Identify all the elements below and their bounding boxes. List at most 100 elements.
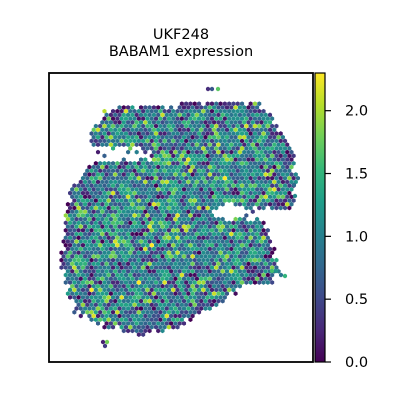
expression-spot — [267, 112, 273, 118]
expression-spot — [216, 142, 221, 148]
expression-spot — [68, 257, 73, 263]
expression-spot — [141, 220, 146, 226]
expression-spot — [65, 261, 70, 267]
expression-spot — [91, 254, 96, 259]
expression-spot — [111, 250, 116, 256]
expression-spot — [164, 276, 169, 282]
expression-spot — [149, 175, 154, 181]
expression-spot — [252, 153, 257, 159]
expression-spot — [274, 138, 279, 144]
expression-spot — [199, 157, 204, 162]
expression-spot — [188, 190, 193, 196]
expression-spot — [263, 268, 268, 274]
expression-spot — [113, 321, 118, 326]
expression-spot — [95, 164, 101, 170]
expression-spot — [215, 86, 221, 92]
expression-spot — [87, 201, 92, 207]
expression-spot — [119, 198, 124, 203]
expression-spot — [108, 268, 113, 274]
expression-spot — [119, 295, 124, 300]
expression-spot — [181, 209, 187, 215]
expression-spot — [160, 246, 165, 252]
expression-spot — [115, 250, 120, 256]
expression-spot — [151, 142, 156, 148]
expression-spot — [117, 105, 122, 110]
expression-spot — [179, 287, 184, 293]
expression-spot — [212, 142, 217, 148]
expression-spot — [194, 105, 199, 110]
expression-spot — [265, 146, 270, 151]
expression-spot — [257, 265, 262, 270]
expression-spot — [224, 254, 230, 259]
expression-spot — [100, 134, 105, 140]
expression-spot — [117, 187, 122, 192]
expression-spot — [246, 224, 251, 229]
expression-spot — [283, 153, 288, 159]
expression-spot — [141, 175, 146, 181]
expression-spot — [237, 179, 242, 185]
expression-spot — [231, 242, 236, 248]
expression-spot — [248, 205, 253, 211]
expression-spot — [85, 302, 90, 308]
expression-spot — [138, 201, 144, 207]
expression-spot — [205, 227, 210, 233]
expression-spot — [188, 123, 193, 129]
expression-spot — [162, 272, 167, 278]
expression-spot — [205, 108, 210, 114]
expression-spot — [128, 168, 133, 174]
expression-spot — [188, 183, 193, 188]
expression-spot — [233, 194, 238, 200]
expression-spot — [104, 254, 109, 259]
expression-spot — [257, 123, 262, 129]
expression-spot — [108, 112, 113, 118]
expression-spot — [224, 119, 230, 125]
expression-spot — [283, 138, 288, 144]
expression-spot — [156, 172, 161, 177]
expression-spot — [76, 190, 81, 196]
expression-spot — [177, 187, 182, 192]
expression-spot — [218, 175, 223, 181]
expression-spot — [100, 246, 105, 252]
expression-spot — [233, 112, 238, 118]
expression-spot — [100, 216, 105, 222]
expression-spot — [203, 119, 208, 125]
expression-spot — [138, 142, 144, 148]
expression-spot — [173, 142, 178, 148]
expression-spot — [111, 146, 116, 151]
expression-spot — [216, 179, 221, 185]
expression-spot — [151, 187, 156, 192]
expression-spot — [192, 242, 197, 248]
expression-spot — [100, 201, 105, 207]
expression-spot — [166, 257, 171, 263]
expression-spot — [244, 190, 249, 196]
expression-spot — [201, 280, 206, 285]
expression-spot — [70, 231, 75, 237]
expression-spot — [85, 250, 90, 256]
expression-spot — [209, 287, 214, 293]
expression-spot — [263, 179, 268, 185]
expression-spot — [143, 134, 148, 140]
expression-spot — [85, 190, 90, 196]
expression-spot — [132, 175, 137, 181]
expression-spot — [212, 194, 217, 200]
expression-spot — [203, 187, 208, 192]
expression-spot — [207, 179, 212, 185]
expression-spot — [267, 194, 273, 200]
expression-spot — [102, 272, 107, 278]
expression-spot — [276, 201, 281, 207]
expression-spot — [267, 254, 273, 259]
expression-spot — [85, 175, 90, 181]
expression-spot — [248, 101, 253, 107]
expression-spot — [104, 239, 109, 244]
expression-spot — [270, 250, 275, 256]
expression-spot — [65, 254, 70, 259]
expression-spot — [154, 235, 159, 241]
expression-spot — [255, 179, 260, 185]
expression-spot — [188, 146, 193, 151]
expression-spot — [134, 276, 139, 282]
expression-spot — [205, 101, 210, 107]
expression-spot — [214, 257, 219, 263]
expression-spot — [197, 108, 202, 114]
expression-spot — [95, 321, 101, 326]
expression-spot — [203, 149, 208, 155]
